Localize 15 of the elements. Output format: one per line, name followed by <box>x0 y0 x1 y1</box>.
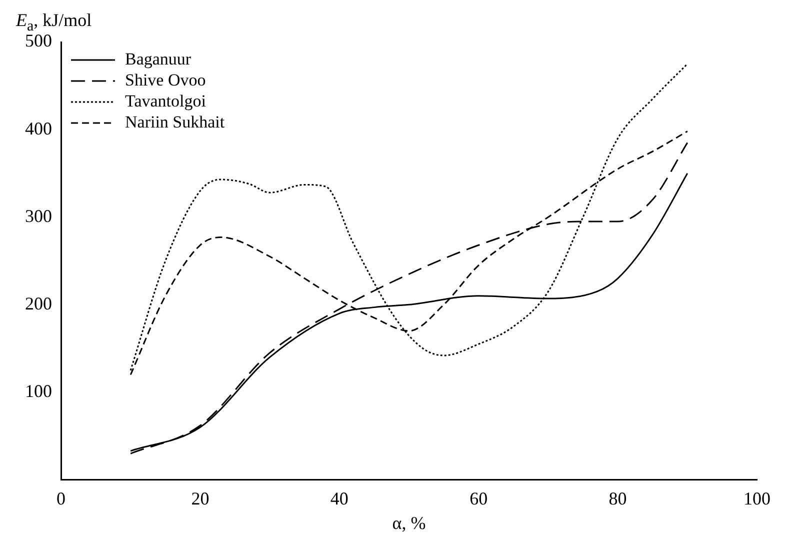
legend-label: Shive Ovoo <box>125 70 206 90</box>
x-tick-label: 60 <box>470 488 488 508</box>
x-tick-label: 80 <box>608 488 627 508</box>
x-axis-title: α, % <box>392 512 426 533</box>
x-tick-label: 0 <box>56 488 66 508</box>
x-tick-label: 40 <box>330 488 348 508</box>
y-tick-label: 100 <box>25 380 52 401</box>
legend-label: Baganuur <box>125 49 192 68</box>
y-tick-label: 300 <box>25 206 52 226</box>
legend-label: Nariin Sukhait <box>125 112 225 132</box>
legend-label: Tavantolgoi <box>125 91 206 110</box>
x-tick-label: 100 <box>744 488 770 508</box>
y-tick-label: 400 <box>25 118 52 138</box>
y-tick-label: 200 <box>25 293 52 314</box>
x-tick-label: 20 <box>191 488 210 508</box>
